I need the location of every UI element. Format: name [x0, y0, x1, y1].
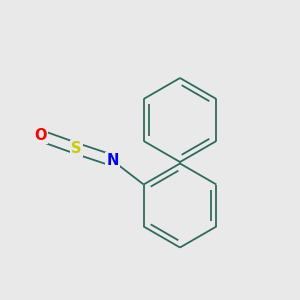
Text: O: O — [34, 128, 47, 143]
Text: N: N — [106, 153, 119, 168]
Text: S: S — [71, 141, 82, 156]
